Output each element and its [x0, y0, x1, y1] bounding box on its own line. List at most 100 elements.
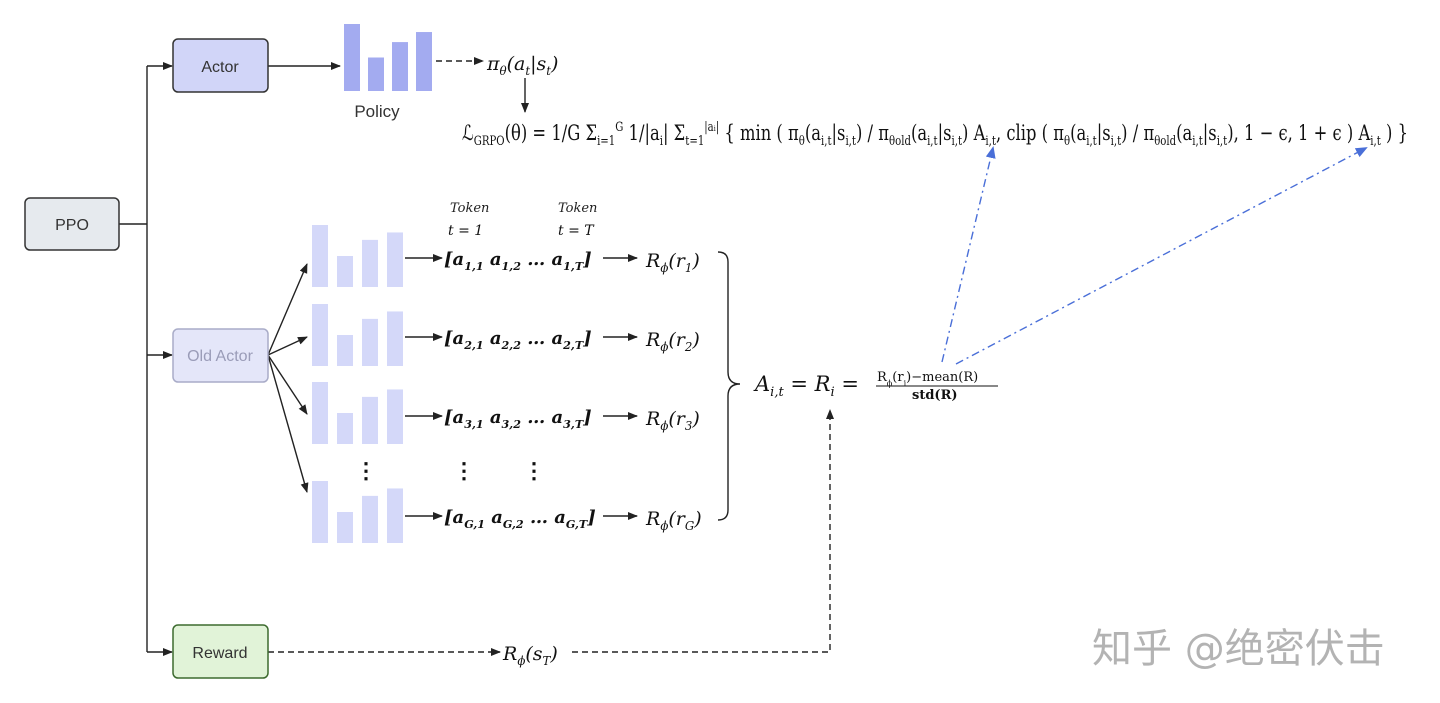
sample-bar	[387, 311, 403, 366]
math-part: Σ	[580, 121, 597, 145]
math-part: a	[484, 407, 502, 428]
ellipsis-bars: ⋮	[355, 458, 377, 484]
math-subscript: 2,1	[463, 339, 483, 352]
reward-node[interactable]: Reward	[172, 624, 269, 679]
math-subscript: i=1	[597, 134, 615, 149]
token-index-last: t = T	[558, 223, 595, 239]
old-actor-node[interactable]: Old Actor	[172, 328, 269, 383]
actor-label: Actor	[201, 59, 239, 76]
math-subscript: 1,2	[502, 260, 522, 273]
math-part: ) A	[962, 121, 986, 145]
old-actor-label: Old Actor	[187, 348, 253, 365]
math-part: (a	[805, 121, 821, 145]
math-subscript: t=1	[685, 134, 704, 149]
math-part: ) / π	[856, 121, 889, 145]
math-part: [a	[444, 507, 464, 528]
advantage-denominator: std(R)	[912, 388, 958, 403]
math-subscript: 1,T	[563, 260, 584, 273]
math-part: [a	[444, 328, 464, 349]
advantage-lhs: Ai,t​ = Ri​ =	[753, 372, 859, 400]
old-actor-box[interactable]	[172, 328, 269, 383]
ppo-node[interactable]: PPO	[24, 197, 120, 251]
sequence-reward: Rϕ​(r3​)	[645, 408, 700, 433]
math-part: ℒ	[462, 121, 474, 145]
math-part: = R	[784, 372, 831, 396]
sample-bar	[362, 495, 378, 543]
ppo-box[interactable]	[24, 197, 120, 251]
math-part: |s	[938, 121, 952, 146]
math-part: ]	[582, 249, 592, 270]
advantage-arrows	[941, 146, 1368, 365]
math-part: … a	[521, 407, 563, 428]
math-part: )	[549, 643, 557, 665]
math-subscript: 3,T	[563, 418, 584, 431]
sample-bar	[362, 318, 378, 366]
connectors	[119, 57, 834, 656]
math-subscript: t	[546, 64, 551, 78]
sample-bar	[312, 481, 328, 543]
old-actor-to-sample-1	[267, 263, 308, 356]
policy-output-expr: πθ​(at​|st​)	[486, 53, 558, 78]
math-part: (a	[1176, 121, 1192, 145]
math-part: R	[645, 508, 660, 530]
math-part: π	[788, 121, 799, 145]
math-subscript: i,t	[1086, 134, 1097, 149]
math-part: (s	[525, 643, 542, 665]
sequence-reward: Rϕ​(r2​)	[645, 329, 700, 354]
math-subscript: θ	[1064, 134, 1070, 149]
math-part: 1/|a	[623, 121, 659, 146]
math-part: (θ) =	[505, 121, 552, 145]
math-subscript: i	[830, 385, 834, 400]
row-arrows	[405, 254, 638, 520]
sample-bar	[337, 335, 353, 366]
sequence-reward: Rϕ​(rG​)	[645, 508, 702, 533]
math-superscript: G	[615, 120, 623, 135]
math-subscript: ϕ	[660, 261, 668, 275]
math-subscript: θ	[500, 64, 507, 78]
old-actor-to-sample-2	[267, 336, 308, 356]
token-sequence: [a2,1​ a2,2​ … a2,T​]	[444, 328, 592, 352]
advantage-to-clip-term	[955, 147, 1368, 365]
actor-node[interactable]: Actor	[172, 38, 269, 93]
math-subscript: 2	[684, 340, 693, 354]
sample-bar	[312, 304, 328, 366]
reward-box[interactable]	[172, 624, 269, 679]
math-part: (a	[507, 53, 526, 75]
watermark: 知乎 @绝密伏击	[1092, 626, 1385, 672]
math-subscript: i	[660, 134, 663, 149]
math-subscript: ϕ	[660, 340, 668, 354]
math-subscript: i,t	[1217, 134, 1228, 149]
math-part: )	[550, 53, 558, 75]
actor-box[interactable]	[172, 38, 269, 93]
math-subscript: i,t	[845, 134, 856, 149]
math-part: π	[486, 53, 500, 75]
token-sequence: [a1,1​ a1,2​ … a1,T​]	[444, 249, 592, 273]
math-subscript: 2,T	[562, 339, 584, 352]
math-part: )	[693, 508, 701, 530]
token-sequence: [aG,1​ aG,2​ … aG,T​]	[444, 507, 596, 531]
policy-bar-chart-icon	[344, 24, 432, 91]
math-subscript: G,1	[464, 518, 485, 531]
math-part: R	[645, 250, 660, 272]
math-part: (a	[911, 121, 927, 145]
math-part: A	[753, 372, 770, 396]
sample-bar	[312, 382, 328, 444]
math-part: … a	[524, 507, 566, 528]
policy-bar	[368, 57, 384, 91]
math-subscript: 1	[685, 261, 693, 275]
math-subscript: i,t	[821, 134, 832, 149]
sample-bar	[337, 512, 353, 543]
math-subscript: ϕ	[517, 654, 525, 668]
sample-bar-group	[312, 481, 403, 543]
math-part: R	[502, 643, 517, 665]
sequence-reward: Rϕ​(r1​)	[645, 250, 700, 275]
math-part: R	[877, 370, 888, 385]
reward-label: Reward	[192, 645, 247, 662]
token-label-last: Token	[558, 201, 597, 216]
reward-output-to-advantage	[572, 409, 834, 653]
math-part: π	[1053, 121, 1064, 145]
ellipsis-last-token: ⋮	[523, 458, 545, 484]
ppo-label: PPO	[55, 217, 89, 234]
policy-bar	[416, 32, 432, 91]
policy-bar	[344, 24, 360, 91]
